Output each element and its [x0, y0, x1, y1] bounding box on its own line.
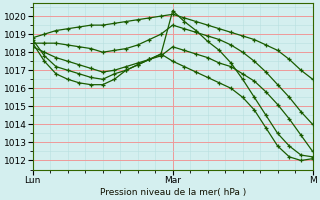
X-axis label: Pression niveau de la mer( hPa ): Pression niveau de la mer( hPa ) — [100, 188, 246, 197]
